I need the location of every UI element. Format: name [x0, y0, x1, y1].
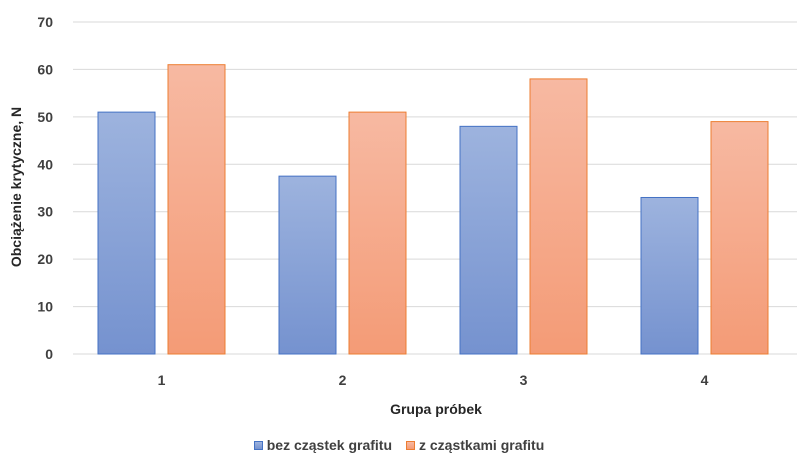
y-tick-label: 0	[45, 346, 53, 362]
bar-chart: 0 10 20 30 40 50 60 70 1 2 3 4 Grupa próbek Obciąż…	[8, 14, 797, 417]
legend-item-series-1: bez cząstek grafitu	[253, 437, 392, 453]
x-tick-label: 3	[520, 372, 528, 388]
bar-series-1-cat-3	[459, 125, 518, 355]
bar-series-1-cat-1	[97, 111, 156, 355]
y-tick-label: 50	[37, 109, 53, 125]
bar-series-2-cat-3	[529, 78, 588, 355]
bars	[97, 64, 769, 355]
bar-series-2-cat-1	[167, 64, 226, 355]
legend-label-series-2: z cząstkami grafitu	[419, 437, 545, 453]
y-axis-ticks: 0 10 20 30 40 50 60 70	[37, 14, 53, 362]
bar-series-1-cat-4	[640, 196, 699, 355]
y-tick-label: 60	[37, 61, 53, 77]
y-tick-label: 30	[37, 204, 53, 220]
bar-series-1-cat-2	[278, 175, 337, 355]
x-tick-label: 4	[701, 372, 709, 388]
x-tick-label: 1	[158, 372, 166, 388]
y-tick-label: 10	[37, 299, 53, 315]
y-tick-label: 40	[37, 156, 53, 172]
legend-label-series-1: bez cząstek grafitu	[266, 437, 392, 453]
legend-swatch-series-2	[406, 440, 415, 450]
y-tick-label: 70	[37, 14, 53, 30]
bar-series-2-cat-2	[348, 111, 407, 355]
y-tick-label: 20	[37, 251, 53, 267]
x-axis-title: Grupa próbek	[390, 401, 482, 417]
legend-item-series-2: z cząstkami grafitu	[406, 437, 544, 453]
legend: bez cząstek grafitu z cząstkami grafitu	[0, 437, 798, 457]
legend-swatch-series-1	[253, 440, 263, 450]
y-axis-title: Obciążenie krytyczne, N	[8, 107, 24, 267]
x-axis-ticks: 1 2 3 4	[158, 372, 709, 388]
x-tick-label: 2	[339, 372, 347, 388]
bar-series-2-cat-4	[710, 121, 769, 355]
